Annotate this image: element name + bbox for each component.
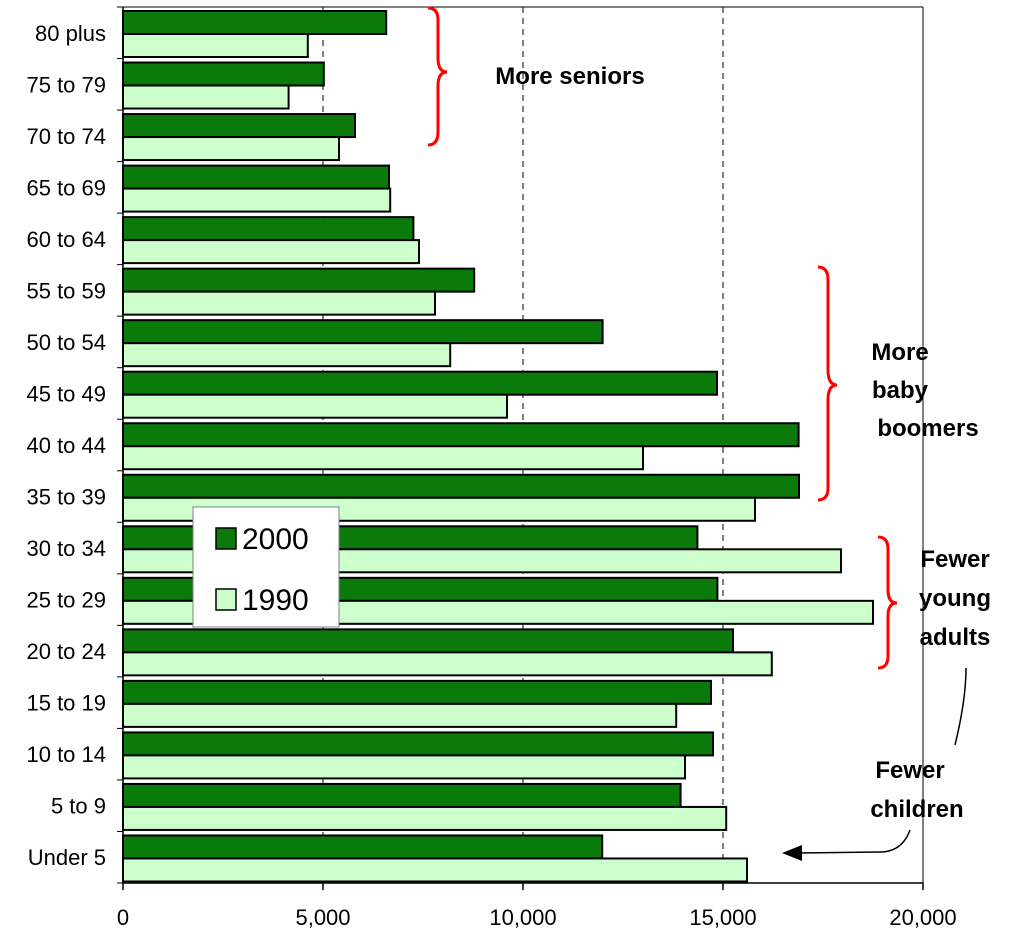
bar-1990-1 — [122, 84, 290, 110]
category-label: 65 to 69 — [26, 175, 106, 200]
category-label: 75 to 79 — [26, 72, 106, 97]
children-arrow-head — [782, 845, 802, 861]
bar-2000-9 — [122, 473, 800, 499]
annotation-young-2: young — [919, 585, 991, 612]
category-labels: 80 plus 75 to 79 70 to 74 65 to 69 60 to 64 5… — [26, 6, 123, 884]
bar-1990-8 — [122, 445, 644, 471]
bar-2000-15 — [122, 782, 682, 808]
x-tick-label: 0 — [117, 905, 129, 930]
category-label: 35 to 39 — [26, 485, 106, 510]
x-tick-label: 20,000 — [889, 905, 956, 930]
category-label: 15 to 19 — [26, 691, 106, 716]
bar-2000-14 — [122, 731, 714, 757]
category-label: 40 to 44 — [26, 433, 106, 458]
bar-1990-3 — [122, 187, 392, 213]
annotation-young-1: Fewer — [920, 546, 989, 573]
annotation-children-1: Fewer — [875, 757, 944, 784]
category-label: 50 to 54 — [26, 330, 106, 355]
legend-label-2000: 2000 — [242, 523, 309, 556]
category-label: 60 to 64 — [26, 227, 106, 252]
bar-2000-3 — [122, 164, 390, 190]
x-axis: 0 5,000 10,000 15,000 20,000 — [117, 883, 957, 930]
bar-1990-5 — [122, 290, 436, 316]
brace-young-adults — [877, 535, 898, 670]
bar-2000-13 — [122, 679, 712, 705]
category-label: 5 to 9 — [51, 794, 106, 819]
legend-label-1990: 1990 — [242, 584, 309, 617]
category-label: 70 to 74 — [26, 124, 106, 149]
legend: 2000 1990 — [192, 506, 340, 628]
bar-1990-6 — [122, 342, 452, 368]
bar-2000-16 — [122, 834, 604, 860]
x-tick-label: 5,000 — [295, 905, 350, 930]
category-label: 30 to 34 — [26, 536, 106, 561]
bar-1990-12 — [122, 651, 773, 677]
category-label: 55 to 59 — [26, 278, 106, 303]
category-label: 45 to 49 — [26, 381, 106, 406]
annotation-boomers-1: More — [871, 339, 928, 366]
children-arrow-line — [797, 829, 911, 854]
legend-swatch-1990 — [215, 588, 237, 611]
bar-2000-0 — [122, 10, 388, 35]
annotation-young-3: adults — [920, 624, 991, 651]
category-label: 80 plus — [35, 21, 106, 46]
bar-2000-2 — [122, 113, 356, 139]
brace-seniors — [427, 6, 448, 147]
bar-2000-1 — [122, 61, 325, 87]
bar-1990-13 — [122, 702, 678, 728]
bars — [122, 10, 874, 883]
bar-1990-0 — [122, 33, 309, 58]
annotation-leader-line — [954, 667, 967, 746]
bar-2000-6 — [122, 319, 604, 345]
bar-1990-14 — [122, 754, 686, 780]
bar-2000-5 — [122, 267, 476, 293]
bar-2000-7 — [122, 370, 718, 396]
category-label: 20 to 24 — [26, 639, 106, 664]
bar-1990-7 — [122, 393, 508, 419]
category-label: 25 to 29 — [26, 588, 106, 613]
annotations: More seniors More baby boomers Fewer you… — [427, 6, 991, 861]
annotation-boomers-3: boomers — [877, 415, 978, 442]
plot-frame — [122, 6, 924, 884]
bar-2000-12 — [122, 628, 734, 654]
bar-1990-15 — [122, 805, 728, 831]
brace-boomers — [817, 265, 838, 502]
category-label: 10 to 14 — [26, 742, 106, 767]
category-label: Under 5 — [28, 845, 106, 870]
legend-swatch-2000 — [215, 527, 237, 550]
annotation-children-2: children — [870, 796, 963, 823]
x-tick-label: 15,000 — [689, 905, 756, 930]
bar-1990-2 — [122, 136, 340, 162]
annotation-boomers-2: baby — [872, 377, 929, 404]
bar-1990-16 — [122, 857, 748, 883]
bar-1990-4 — [122, 239, 420, 265]
bar-2000-8 — [122, 422, 800, 448]
bar-2000-4 — [122, 216, 415, 242]
x-tick-label: 10,000 — [489, 905, 556, 930]
annotation-more-seniors: More seniors — [495, 63, 644, 90]
